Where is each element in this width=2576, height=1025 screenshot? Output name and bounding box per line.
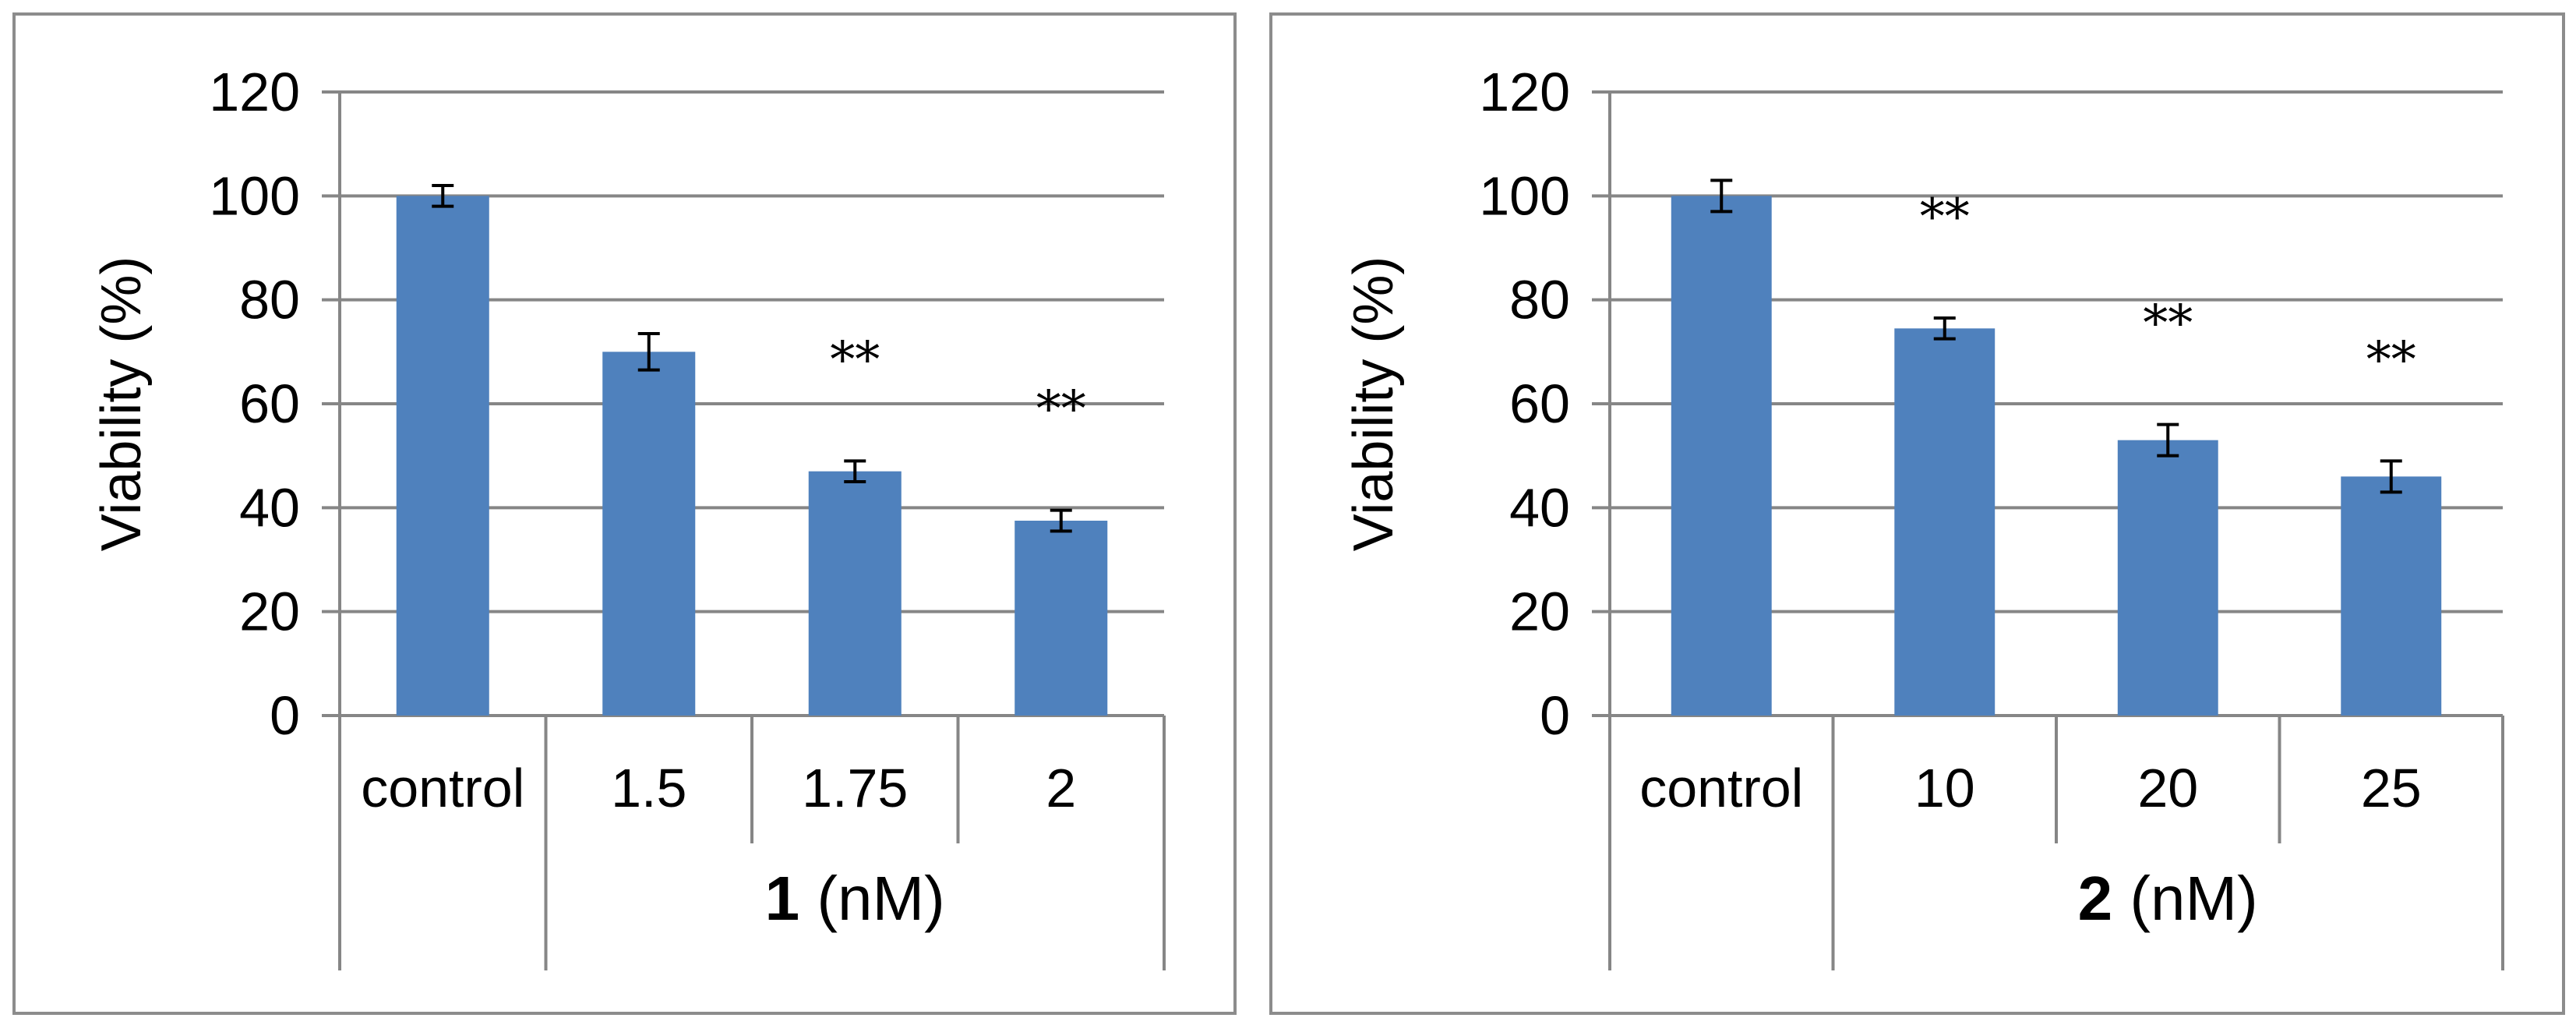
y-tick-label: 0 xyxy=(1540,685,1570,746)
bar xyxy=(1015,521,1108,716)
category-label: 25 xyxy=(2361,758,2422,818)
bar xyxy=(808,471,902,716)
bar xyxy=(602,352,696,716)
category-label: control xyxy=(361,758,524,818)
bar xyxy=(396,196,489,716)
significance-mark: ** xyxy=(1920,189,1970,246)
panel-frame xyxy=(1269,12,2565,1015)
significance-mark: ** xyxy=(1036,381,1086,439)
y-tick-label: 60 xyxy=(239,373,300,434)
x-axis-unit: (nM) xyxy=(2112,864,2258,933)
category-label: control xyxy=(1639,758,1803,818)
chart-panel-1: 0 20 40 60 80 100 120 Viability (%) control 1.5 **… xyxy=(12,12,1237,1015)
significance-mark: ** xyxy=(830,331,880,389)
y-tick-label: 60 xyxy=(1509,373,1570,434)
bar xyxy=(2117,440,2218,716)
category-label: 1.75 xyxy=(802,758,908,818)
x-axis-compound: 1 xyxy=(765,864,800,933)
y-tick-label: 80 xyxy=(239,270,300,330)
bar xyxy=(2341,476,2442,716)
significance-mark: ** xyxy=(2143,295,2193,353)
y-tick-label: 80 xyxy=(1509,270,1570,330)
category-label: 10 xyxy=(1914,758,1975,818)
category-label: 20 xyxy=(2137,758,2198,818)
y-axis-label: Viability (%) xyxy=(1343,256,1405,552)
chart-panel-2: 0 20 40 60 80 100 120 Viability (%) control ** 10 *… xyxy=(1269,12,2565,1015)
panel-frame xyxy=(12,12,1237,1015)
x-axis-label: 2 (nM) xyxy=(2078,864,2258,933)
bar xyxy=(1894,328,1996,716)
y-tick-label: 120 xyxy=(1479,62,1570,122)
y-tick-label: 40 xyxy=(239,477,300,538)
bar xyxy=(1671,196,1772,716)
category-label: 1.5 xyxy=(611,758,686,818)
category-label: 2 xyxy=(1046,758,1076,818)
y-axis-label: Viability (%) xyxy=(90,256,153,552)
y-tick-label: 100 xyxy=(209,165,300,226)
y-tick-label: 0 xyxy=(270,685,300,746)
significance-mark: ** xyxy=(2366,331,2416,389)
x-axis-unit: (nM) xyxy=(799,864,945,933)
y-tick-label: 120 xyxy=(209,62,300,122)
x-axis-compound: 2 xyxy=(2078,864,2113,933)
y-tick-label: 40 xyxy=(1509,477,1570,538)
x-axis-label: 1 (nM) xyxy=(765,864,945,933)
y-tick-label: 100 xyxy=(1479,165,1570,226)
y-tick-label: 20 xyxy=(239,581,300,642)
y-tick-label: 20 xyxy=(1509,581,1570,642)
